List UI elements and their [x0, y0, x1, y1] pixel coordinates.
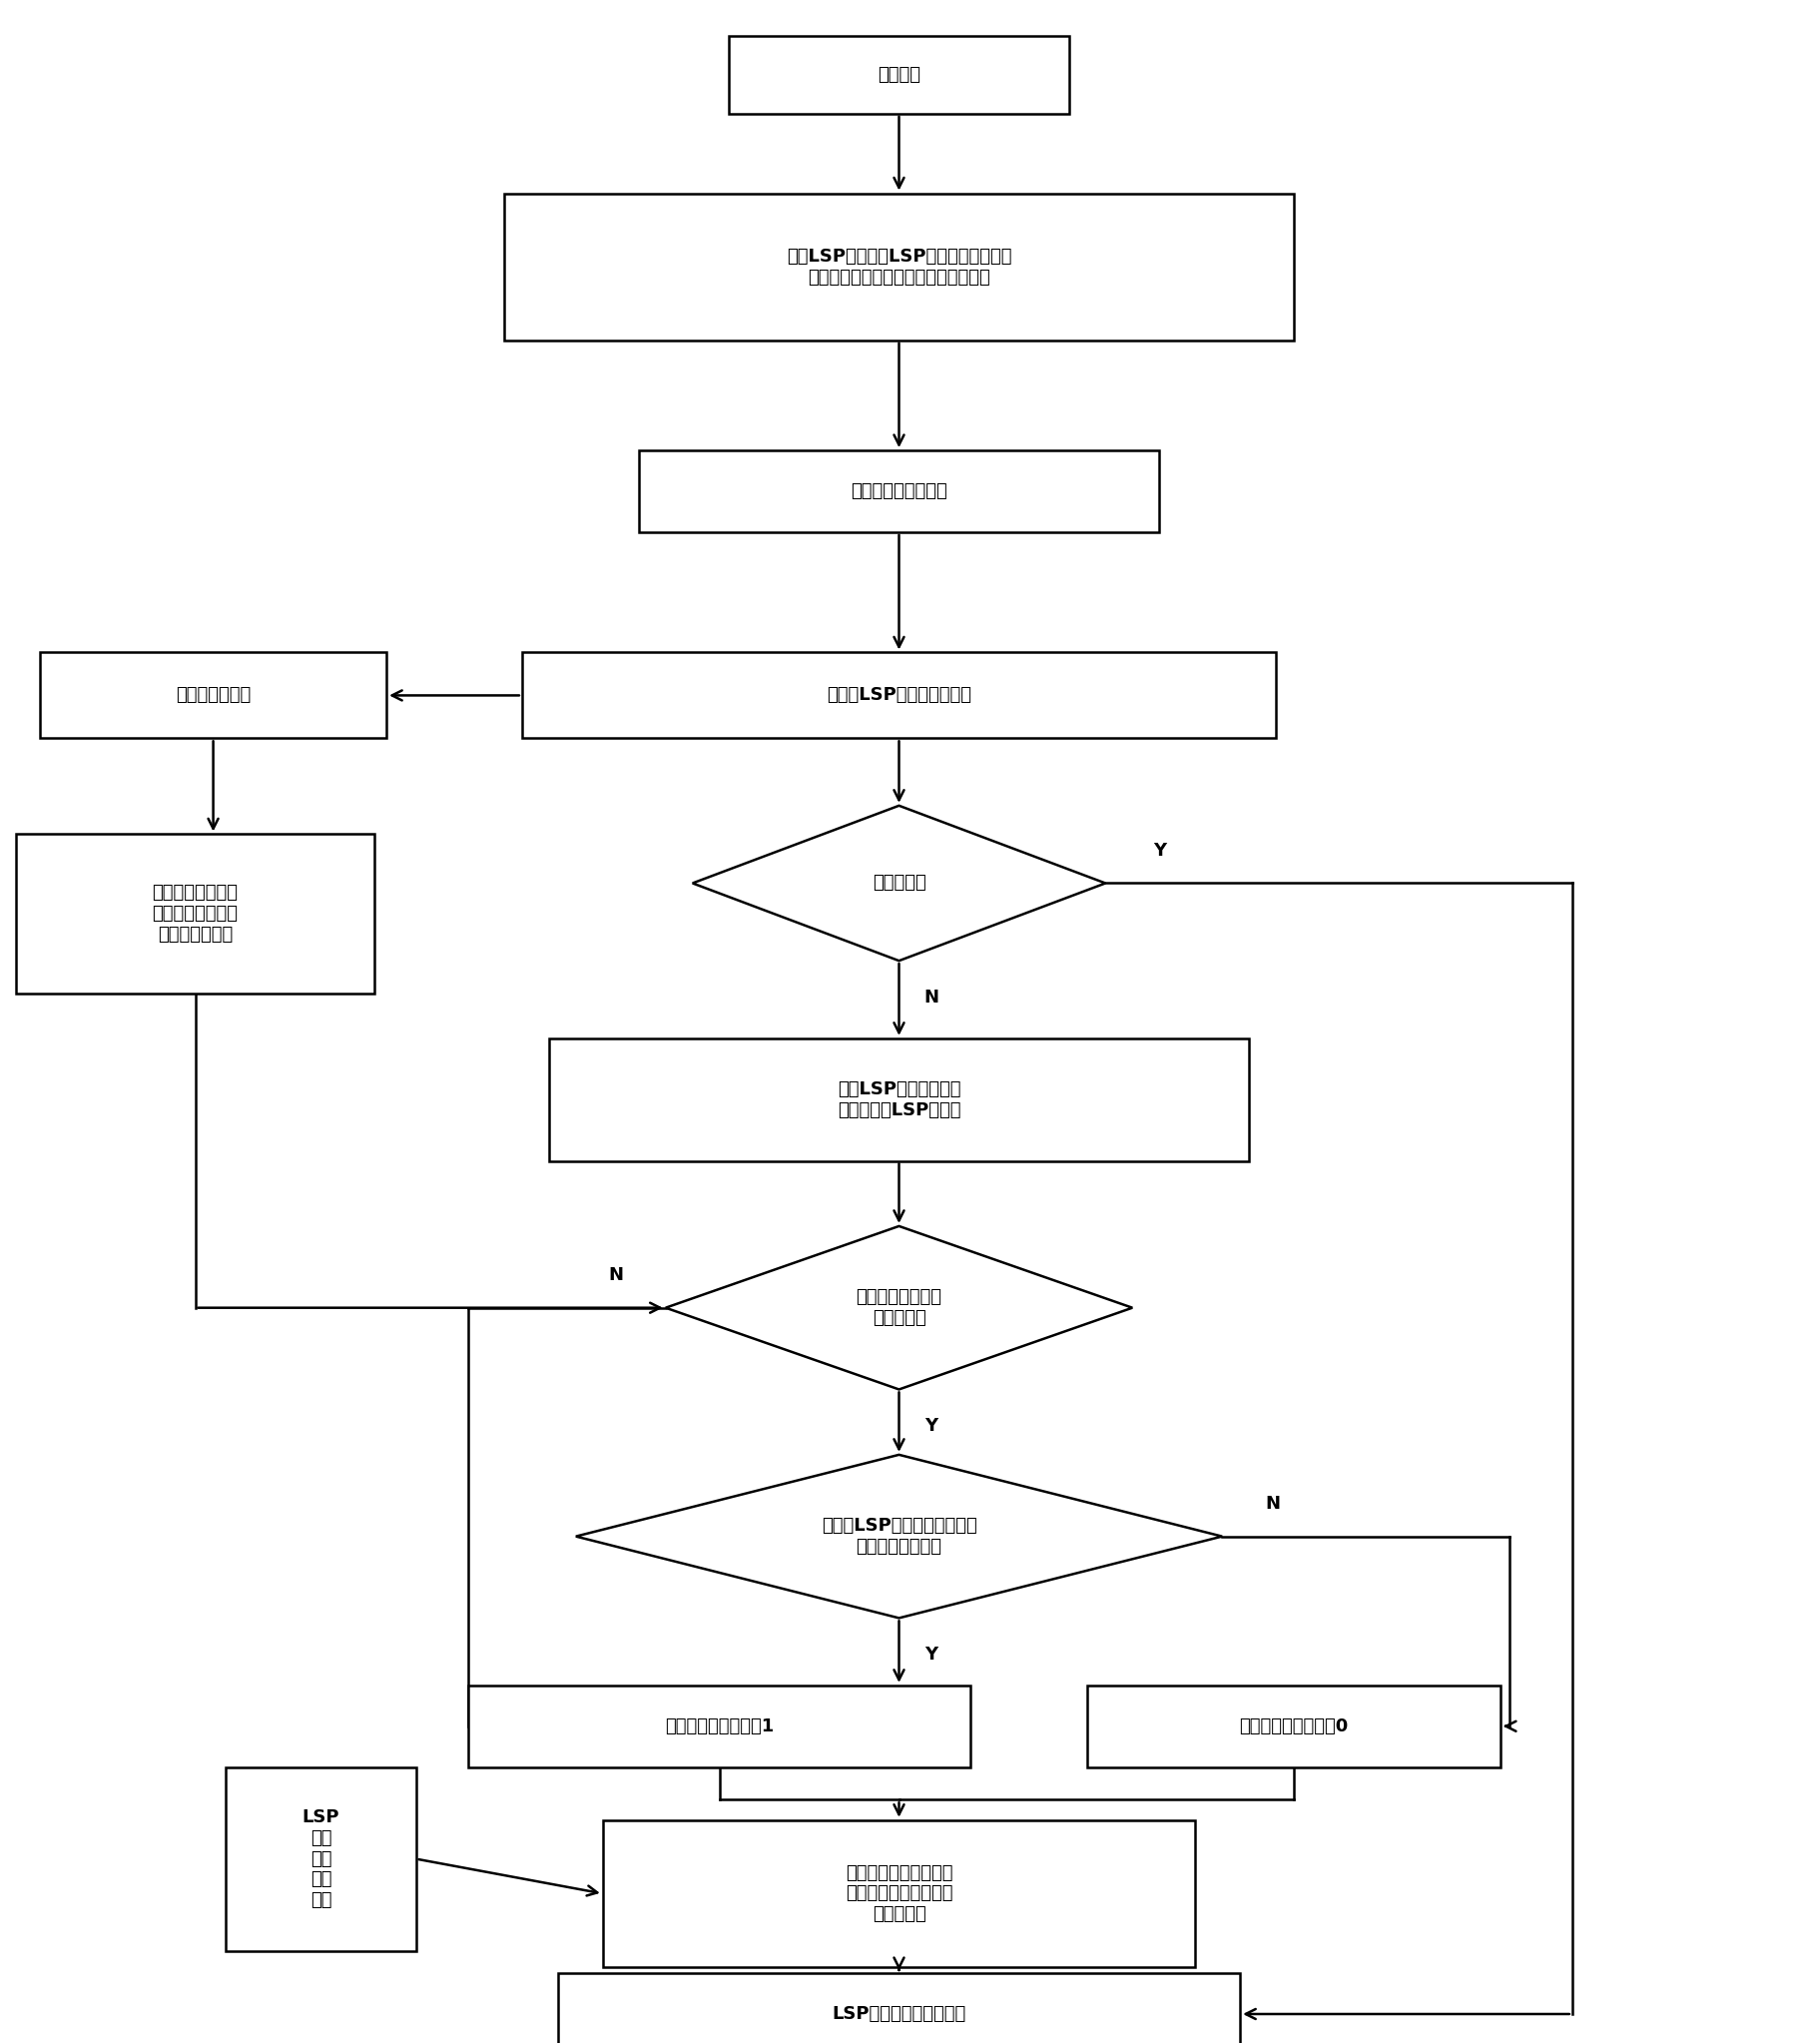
Text: N: N: [924, 989, 939, 1006]
Text: 提取清浊音参数: 提取清浊音参数: [176, 687, 250, 705]
FancyBboxPatch shape: [467, 1686, 971, 1768]
Polygon shape: [692, 805, 1106, 961]
FancyBboxPatch shape: [638, 450, 1160, 531]
Text: LSP参数合路，送声码器: LSP参数合路，送声码器: [832, 2005, 966, 2024]
Text: 前帧与当前帧是否
均为浊音？: 前帧与当前帧是否 均为浊音？: [856, 1288, 942, 1327]
FancyBboxPatch shape: [40, 652, 387, 738]
Text: 参数合路，信道传输: 参数合路，信道传输: [850, 482, 948, 501]
Text: 前后帧LSP参数各维均方和之
差是否小于阈值？: 前后帧LSP参数各维均方和之 差是否小于阈值？: [822, 1517, 976, 1555]
FancyBboxPatch shape: [728, 37, 1070, 114]
Text: N: N: [1266, 1494, 1280, 1513]
FancyBboxPatch shape: [521, 652, 1277, 738]
Text: 翻转LSP参数各位比特
位形成候选LSP参数集: 翻转LSP参数各位比特 位形成候选LSP参数集: [838, 1079, 960, 1118]
Text: 校验成功？: 校验成功？: [872, 875, 926, 891]
Text: N: N: [608, 1265, 622, 1284]
Text: 当前候选参数权重置0: 当前候选参数权重置0: [1239, 1717, 1348, 1735]
Text: Y: Y: [924, 1416, 939, 1435]
Text: LSP
参数
前向
分布
概率: LSP 参数 前向 分布 概率: [302, 1809, 340, 1909]
FancyBboxPatch shape: [16, 834, 374, 993]
Text: 当前候选参数权重置1: 当前候选参数权重置1: [665, 1717, 773, 1735]
Text: 提取出LSP参数，奇偶校验: 提取出LSP参数，奇偶校验: [827, 687, 971, 705]
FancyBboxPatch shape: [548, 1038, 1250, 1161]
FancyBboxPatch shape: [227, 1768, 415, 1950]
Text: 语音编码: 语音编码: [877, 65, 921, 84]
Text: 提取LSP参数，对LSP参数做奇偶校验。
校验位回写语音参数中最不重要的一位: 提取LSP参数，对LSP参数做奇偶校验。 校验位回写语音参数中最不重要的一位: [786, 247, 1012, 286]
Text: Y: Y: [1153, 842, 1165, 861]
FancyBboxPatch shape: [602, 1819, 1196, 1966]
FancyBboxPatch shape: [503, 194, 1295, 339]
Text: 基于前向统计概率和最
小均方误差准则的加权
差错后处理: 基于前向统计概率和最 小均方误差准则的加权 差错后处理: [845, 1864, 953, 1923]
Text: 结合长时统计特性
的改进最大后验概
率算法进行恢复: 结合长时统计特性 的改进最大后验概 率算法进行恢复: [153, 885, 237, 944]
FancyBboxPatch shape: [557, 1972, 1241, 2044]
Polygon shape: [665, 1226, 1133, 1390]
FancyBboxPatch shape: [1088, 1686, 1500, 1768]
Polygon shape: [575, 1455, 1223, 1619]
Text: Y: Y: [924, 1645, 939, 1664]
